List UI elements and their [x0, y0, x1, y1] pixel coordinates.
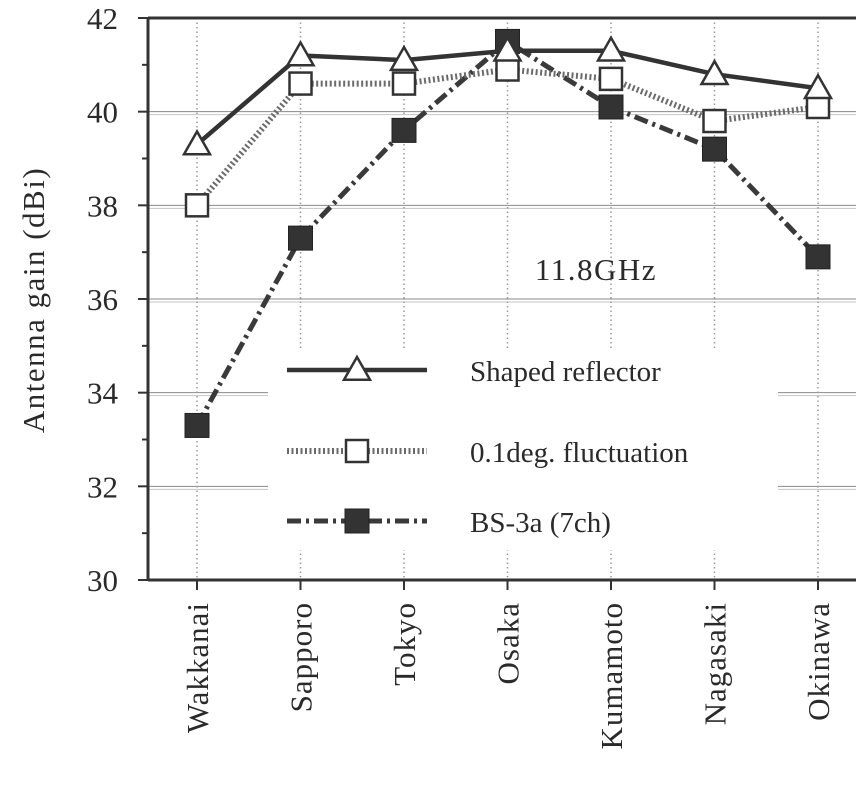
data-point — [699, 58, 730, 86]
data-point — [391, 117, 417, 143]
y-tick-label: 38 — [87, 188, 118, 223]
legend-label: Shaped reflector — [470, 356, 661, 388]
data-point — [495, 57, 520, 82]
data-point — [181, 128, 213, 156]
data-point — [492, 35, 523, 62]
legend-swatch-marker — [344, 508, 370, 534]
x-tick-label: Okinawa — [801, 602, 836, 721]
axes: 30 32 34 36 38 40 42 Wakkanai Sapporo Tokyo Osaka K… — [87, 1, 856, 750]
frequency-annotation: 11.8GHz — [535, 252, 657, 287]
data-point — [595, 35, 627, 62]
data-point — [288, 225, 313, 251]
y-tick-label: 36 — [87, 282, 118, 317]
legend-item: BS-3a (7ch) — [287, 507, 611, 539]
legend-label: BS-3a (7ch) — [470, 507, 611, 539]
data-point — [184, 193, 210, 218]
legend-swatch-marker — [341, 354, 373, 381]
legend-item: 0.1deg. fluctuation — [287, 437, 689, 469]
data-point — [598, 94, 624, 120]
data-point — [805, 94, 831, 120]
data-point — [702, 108, 727, 134]
series-1 — [184, 57, 831, 218]
data-point — [184, 412, 210, 438]
legend: Shaped reflector 0.1deg. fluctuation BS-3a… — [287, 354, 689, 539]
legend-swatch-marker — [344, 438, 370, 464]
data-point — [802, 72, 834, 100]
data-point — [598, 66, 624, 92]
y-axis-label: Antenna gain (dBi) — [16, 167, 51, 433]
data-point — [285, 39, 316, 67]
x-tick-label: Sapporo — [284, 602, 319, 712]
series-0 — [181, 35, 834, 156]
x-tick-label: Osaka — [491, 602, 526, 684]
data-point — [702, 136, 727, 162]
x-tick-label: Tokyo — [387, 602, 422, 686]
data-point — [288, 71, 313, 96]
legend-item: Shaped reflector — [287, 354, 661, 388]
data-point — [805, 244, 831, 270]
series-layer — [181, 28, 834, 438]
x-tick-label: Nagasaki — [698, 602, 733, 725]
y-tick-label: 30 — [87, 563, 118, 598]
y-tick-label: 34 — [87, 376, 119, 411]
x-tick-label: Kumamoto — [594, 602, 629, 750]
y-tick-label: 42 — [87, 1, 118, 36]
x-tick-label: Wakkanai — [180, 602, 215, 733]
data-point — [391, 71, 417, 96]
data-point — [388, 44, 420, 72]
y-tick-label: 32 — [87, 469, 118, 504]
y-tick-label: 40 — [87, 95, 118, 130]
legend-label: 0.1deg. fluctuation — [470, 437, 689, 469]
